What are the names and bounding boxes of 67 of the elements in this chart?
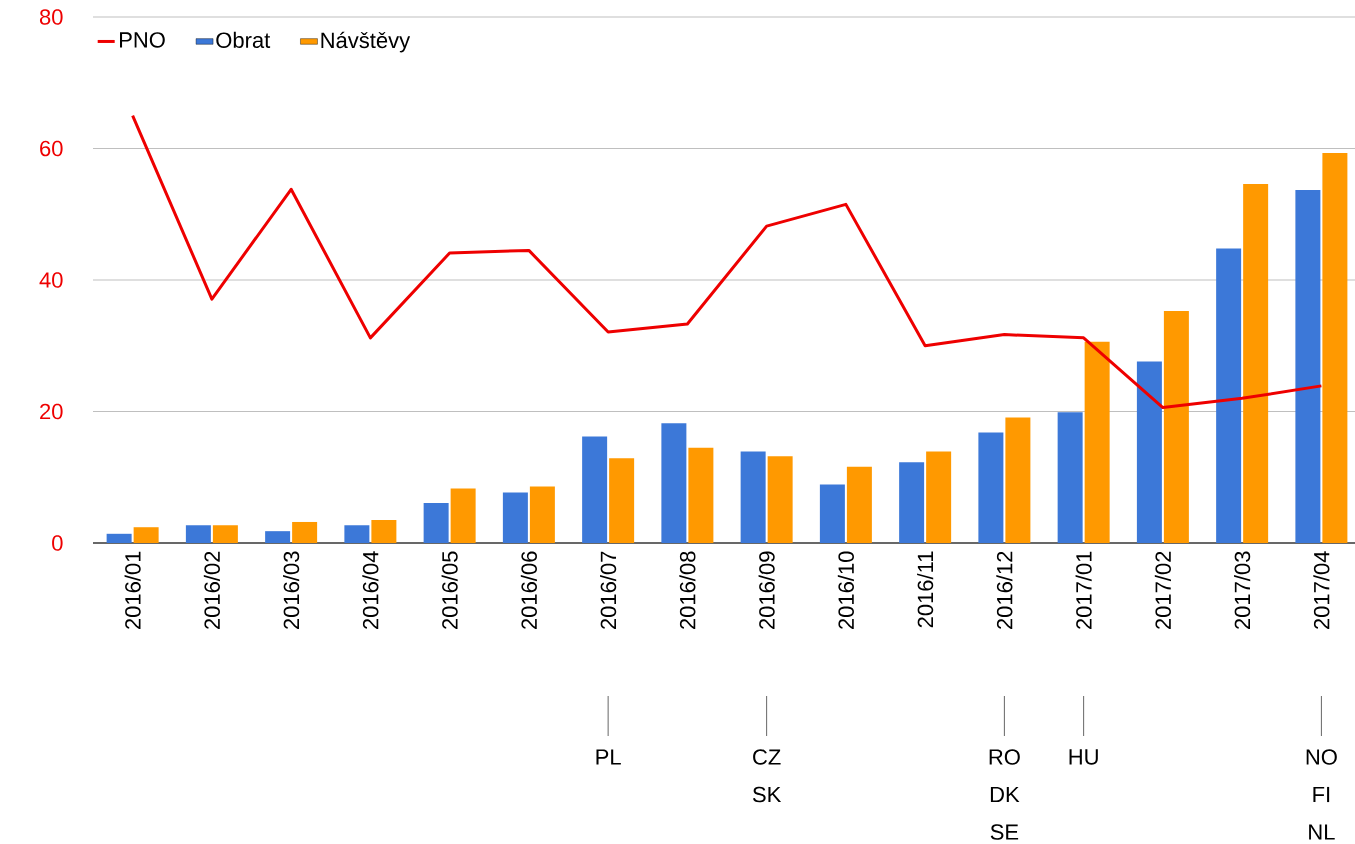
text: RO: [989, 749, 1020, 765]
bar: [819, 484, 845, 543]
bar: [265, 531, 291, 543]
x-tick-label: 2017/01: [1075, 551, 1092, 629]
bar: [1136, 361, 1162, 543]
text: CZ: [753, 749, 781, 765]
bar: [846, 466, 872, 543]
bar: [1322, 153, 1348, 543]
text: DK: [990, 786, 1020, 803]
bar: [106, 533, 132, 543]
bar: [1216, 248, 1242, 543]
bar: [423, 502, 449, 543]
x-tick-label: 2016/03: [283, 551, 300, 629]
bar: [1084, 341, 1110, 543]
x-tick-label: 2016/04: [362, 551, 379, 629]
bar: [978, 432, 1004, 543]
text: NL: [1309, 824, 1335, 840]
bar: [740, 451, 766, 543]
bar: [1243, 184, 1269, 543]
bar: [502, 492, 528, 543]
bar: [185, 525, 211, 543]
x-tick-label: 2016/07: [600, 551, 617, 629]
bar: [212, 525, 238, 543]
x-tick-label: 2016/01: [124, 551, 141, 629]
bar: [1163, 310, 1189, 543]
bar: [899, 462, 925, 543]
legend-label: PNO: [120, 32, 165, 48]
x-tick-label: 2017/03: [1234, 551, 1251, 629]
y-tick-label: 0: [52, 535, 63, 551]
x-tick-label: 2016/05: [441, 551, 458, 629]
text: NO: [1306, 749, 1337, 765]
x-tick-label: 2016/06: [520, 551, 537, 629]
x-tick-label: 2016/10: [837, 551, 854, 629]
bar: [529, 486, 555, 543]
bar: [609, 458, 635, 543]
x-tick-label: 2016/09: [758, 551, 775, 629]
text: PL: [596, 749, 621, 765]
x-tick-label: 2017/04: [1313, 551, 1330, 629]
bar: [133, 527, 159, 543]
text: SK: [752, 786, 782, 803]
bar: [767, 456, 793, 543]
text: FI: [1313, 786, 1330, 803]
x-tick-label: 2016/02: [203, 551, 220, 629]
x-tick-label: 2017/02: [1154, 551, 1171, 629]
bar: [661, 423, 687, 543]
line-series: [131, 114, 1323, 410]
x-tick-label: 2016/12: [996, 551, 1013, 629]
legend-label: Návštěvy: [321, 31, 411, 53]
text: HU: [1069, 749, 1098, 765]
bar: [1005, 417, 1031, 543]
bar: [688, 447, 714, 543]
bar: [1295, 189, 1321, 543]
legend-label: Obrat: [216, 31, 271, 48]
bar: [344, 525, 370, 543]
y-tick-label: 80: [39, 9, 63, 25]
text: SE: [990, 824, 1019, 840]
y-tick-label: 40: [39, 272, 63, 288]
x-tick-label: 2016/08: [679, 551, 696, 629]
y-tick-label: 20: [40, 403, 63, 420]
bar: [292, 521, 318, 543]
bar: [582, 436, 608, 543]
x-tick-label: 2016/11: [917, 551, 934, 628]
bar: [1057, 412, 1083, 543]
bar: [926, 451, 952, 543]
y-tick-label: 60: [40, 140, 63, 157]
bar: [450, 488, 476, 543]
bar: [371, 519, 397, 543]
